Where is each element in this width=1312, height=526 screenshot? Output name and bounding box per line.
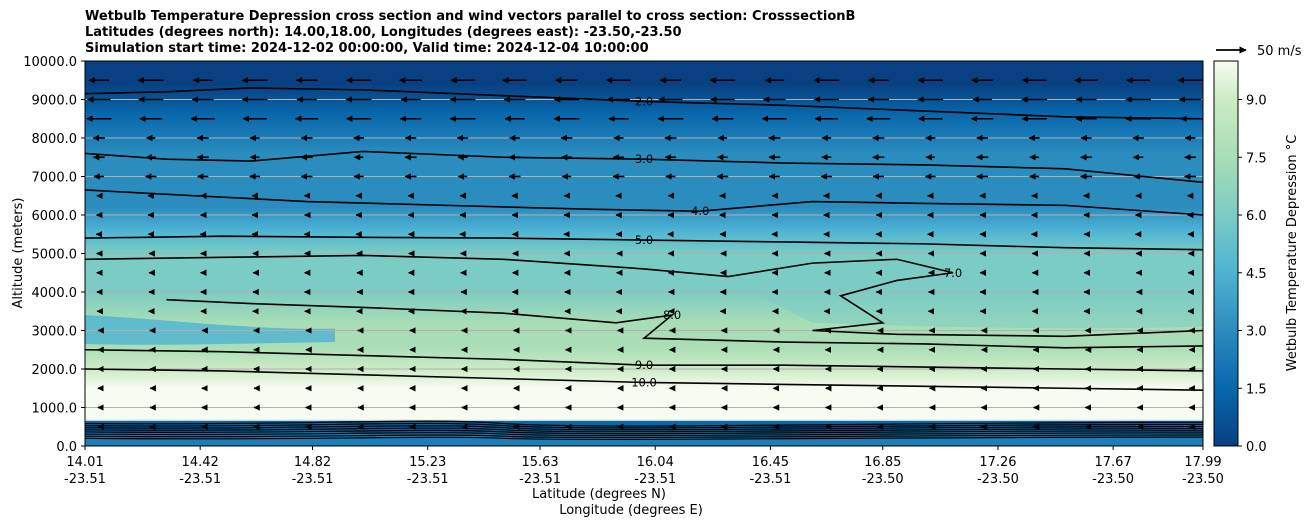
y-tick-label: 5000.0	[32, 248, 78, 263]
contour-label-2.0: 2.0	[635, 94, 653, 108]
y-tick-label: 3000.0	[32, 325, 78, 340]
x-tick-label-lat: 17.99	[1184, 455, 1221, 470]
y-tick-label: 7000.0	[32, 171, 78, 186]
contour-line-surface	[85, 434, 1203, 439]
contour-line-surface	[85, 420, 1203, 427]
contour-line-4.0	[85, 189, 1203, 216]
x-tick-label-lon: -23.51	[749, 472, 791, 487]
colorbar-tick-label: 1.5	[1246, 382, 1267, 397]
y-tick-label: 1000.0	[32, 402, 78, 417]
x-tick-label-lat: 14.82	[294, 455, 331, 470]
y-tick-label: 8000.0	[32, 132, 78, 147]
x-tick-label-lat: 16.45	[752, 455, 789, 470]
x-axis: 14.01 -23.51 14.42 -23.51 14.82 -23.51 15.23 -2…	[64, 446, 1224, 487]
x-tick-label-lon: -23.50	[1092, 472, 1134, 487]
x-tick-label-lon: -23.51	[179, 472, 221, 487]
y-tick-label: 9000.0	[32, 94, 78, 109]
contour-label-8.0: 8.0	[663, 308, 681, 322]
contour-line-3.0	[85, 150, 1203, 184]
wind-vectors	[86, 77, 1203, 430]
contour-line-10.0	[85, 368, 1203, 391]
colorbar: 0.0 1.5 3.0 4.5 6.0 7.5 9.0 Wetbulb Temperatur…	[1213, 60, 1300, 455]
contour-line-9.0	[85, 348, 1203, 372]
x-tick-label-lon: -23.50	[862, 472, 904, 487]
x-tick-label-lat: 14.01	[66, 455, 103, 470]
colorbar-label: Wetbulb Temperature Depression °C	[1285, 135, 1300, 372]
x-tick-label-lat: 15.23	[409, 455, 446, 470]
contour-line-2.0	[85, 87, 1203, 120]
contour-label-3.0: 3.0	[635, 152, 653, 166]
contour-label-5.0: 5.0	[635, 233, 653, 247]
quiver-key: 50 m/s	[1216, 44, 1302, 59]
x-tick-label-lat: 14.42	[182, 455, 219, 470]
contour-line-surface	[85, 425, 1203, 431]
x-tick-label-lon: -23.51	[64, 472, 106, 487]
y-tick-label: 10000.0	[23, 55, 77, 70]
chart-title-line-3: Simulation start time: 2024-12-02 00:00:…	[85, 41, 649, 56]
contour-label-10.0: 10.0	[631, 375, 657, 389]
contour-line-8.0	[166, 298, 1203, 349]
x-tick-label-lon: -23.50	[977, 472, 1019, 487]
y-tick-label: 4000.0	[32, 286, 78, 301]
quiver-key-label: 50 m/s	[1257, 44, 1302, 59]
x-axis-label-longitude: Longitude (degrees E)	[559, 503, 703, 518]
colorbar-tick-label: 4.5	[1246, 267, 1267, 282]
colorbar-tick-label: 7.5	[1246, 151, 1267, 166]
contour-line-surface	[85, 427, 1203, 433]
x-tick-label-lon: -23.51	[407, 472, 449, 487]
colorbar-tick-label: 3.0	[1246, 325, 1267, 340]
contour-lines: 2.0 3.0 4.0 5.0 7.0 8.0 9.0 10.0	[85, 87, 1203, 440]
x-tick-label-lat: 17.67	[1095, 455, 1132, 470]
y-tick-label: 2000.0	[32, 363, 78, 378]
contour-line-surface	[85, 422, 1203, 429]
contour-line-5.0	[85, 235, 1203, 251]
colorbar-tick-label: 0.0	[1246, 440, 1267, 455]
x-tick-label-lon: -23.50	[1182, 472, 1224, 487]
x-tick-label-lat: 15.63	[521, 455, 558, 470]
chart-title-line-2: Latitudes (degrees north): 14.00,18.00, …	[85, 25, 682, 40]
field-patch-west	[85, 315, 336, 345]
contour-label-4.0: 4.0	[691, 204, 709, 218]
x-tick-label-lat: 16.85	[864, 455, 901, 470]
x-tick-label-lon: -23.51	[292, 472, 334, 487]
contour-line-surface	[85, 436, 1203, 440]
x-axis-label-latitude: Latitude (degrees N)	[532, 487, 666, 502]
y-tick-label: 6000.0	[32, 209, 78, 224]
contour-label-7.0: 7.0	[944, 266, 962, 280]
chart-title-line-1: Wetbulb Temperature Depression cross sec…	[85, 9, 856, 24]
contour-label-9.0: 9.0	[635, 358, 653, 372]
colorbar-tick-label: 6.0	[1246, 209, 1267, 224]
x-tick-label-lat: 16.04	[637, 455, 674, 470]
x-tick-label-lat: 17.26	[979, 455, 1016, 470]
contour-line-7.0	[85, 254, 1203, 338]
y-tick-label: 0.0	[56, 440, 77, 455]
x-tick-label-lon: -23.51	[519, 472, 561, 487]
y-axis-label: Altitude (meters)	[11, 198, 26, 309]
contour-line-surface	[85, 429, 1203, 435]
x-tick-label-lon: -23.51	[634, 472, 676, 487]
contour-line-surface	[85, 432, 1203, 437]
y-axis: 0.0 1000.0 2000.0 3000.0 4000.0 5000.0 6000.0 7…	[23, 55, 85, 455]
colorbar-gradient	[1213, 60, 1239, 447]
colorbar-tick-label: 9.0	[1246, 94, 1267, 109]
plot-area: 2.0 3.0 4.0 5.0 7.0 8.0 9.0 10.0	[84, 60, 1204, 447]
